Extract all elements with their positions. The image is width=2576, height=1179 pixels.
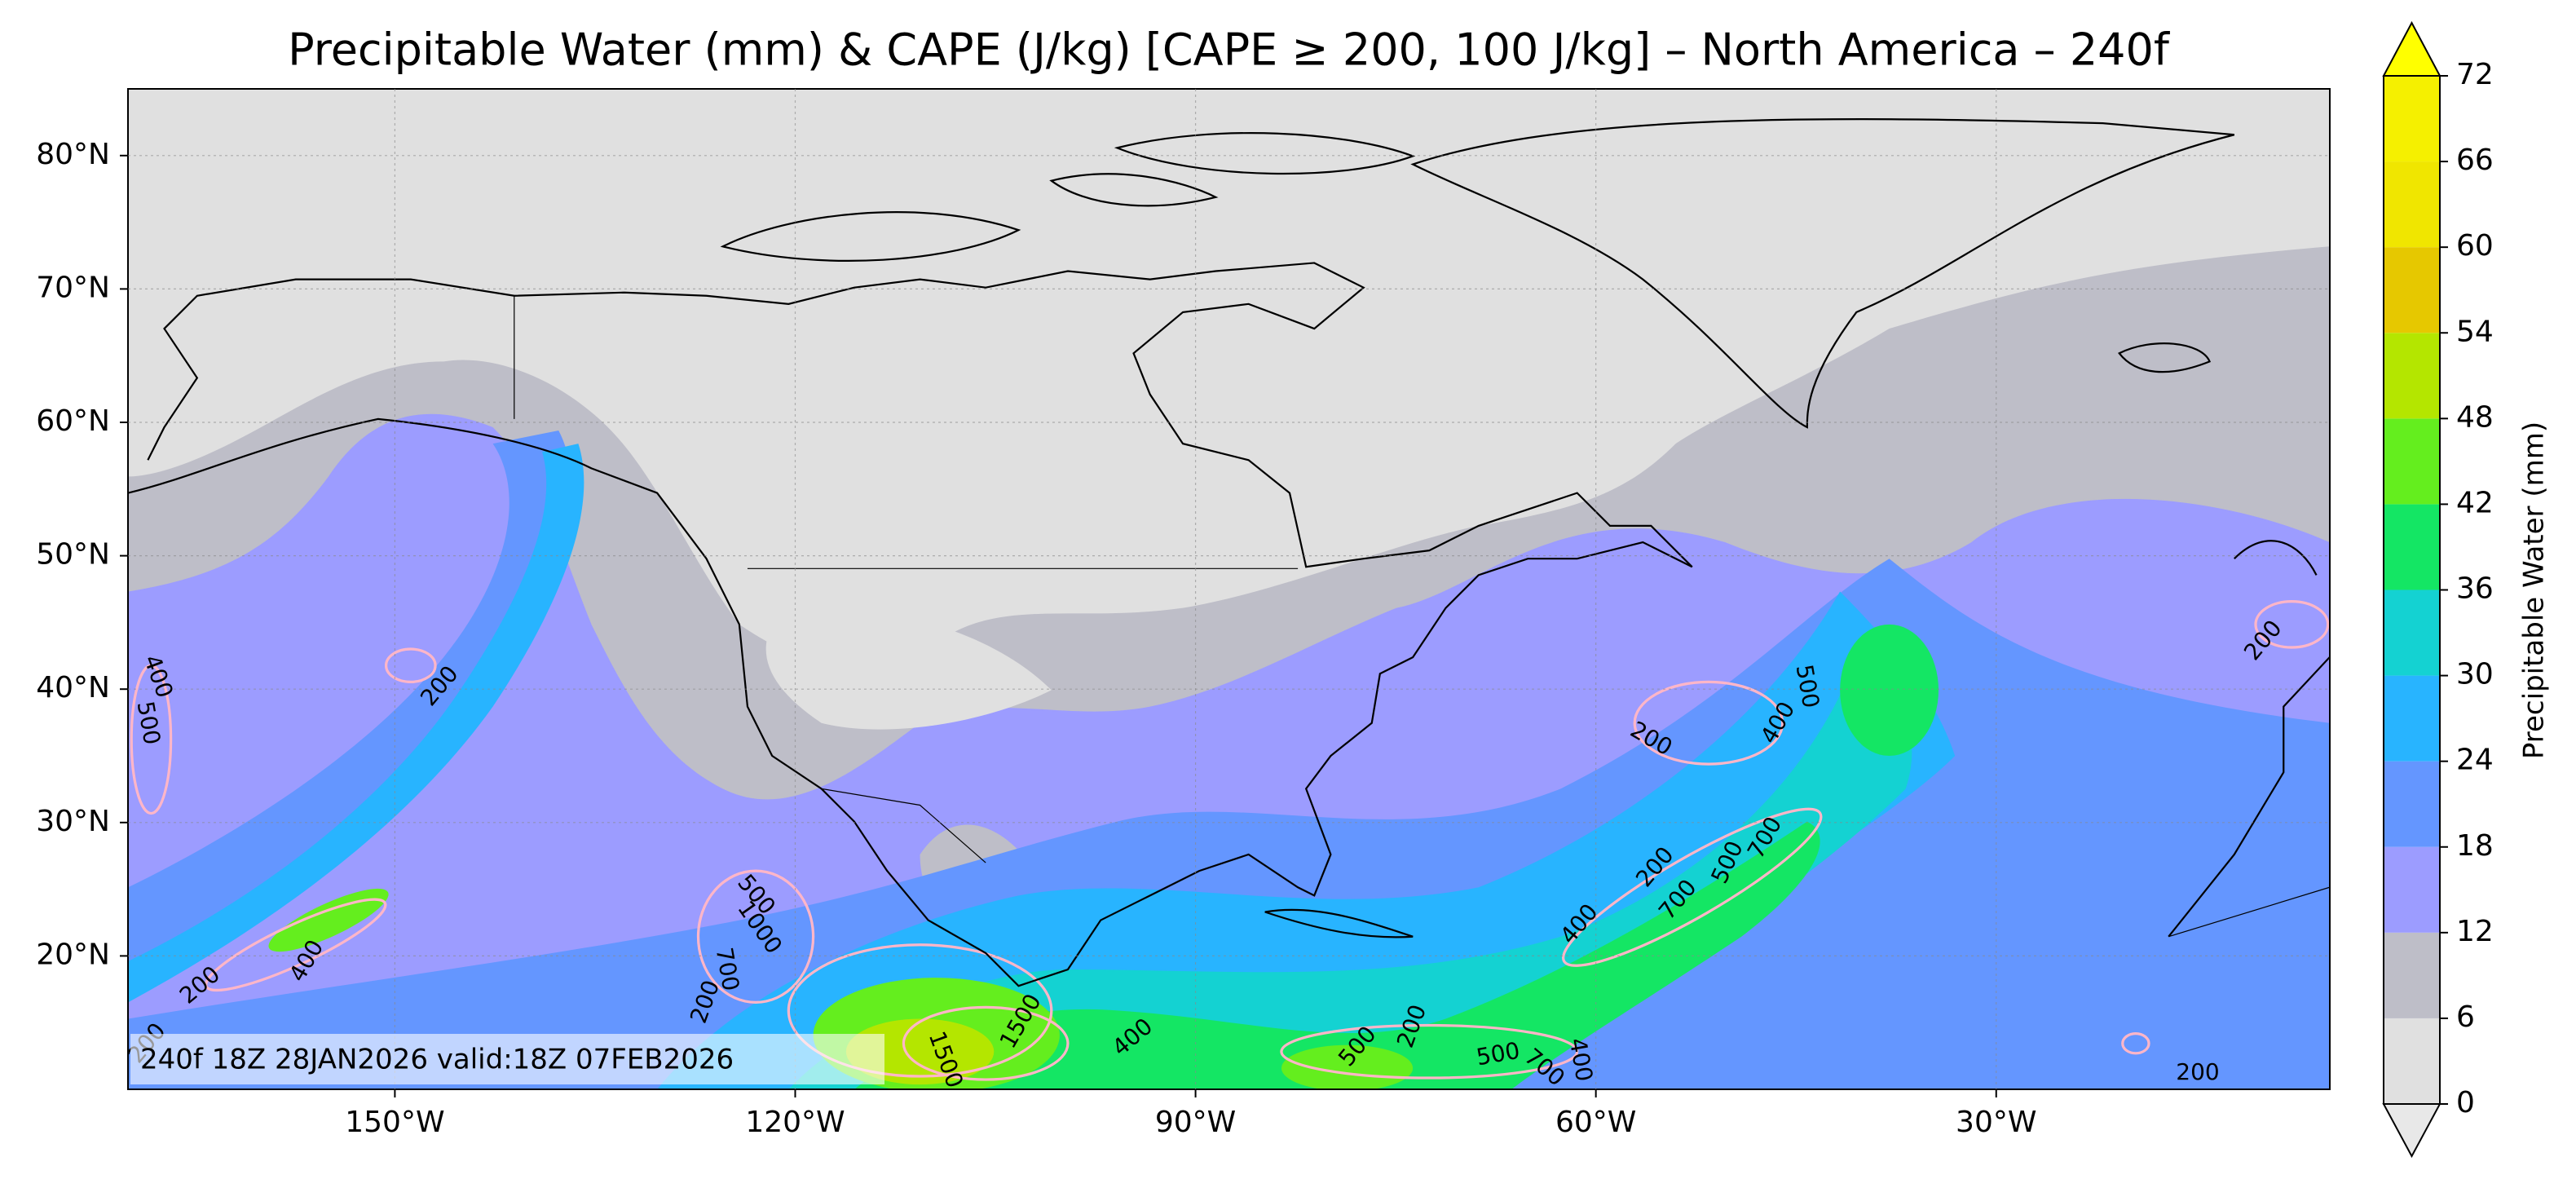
footer-text: 240f 18Z 28JAN2026 valid:18Z 07FEB2026 [140,1044,734,1076]
colorbar-tick-label: 24 [2456,744,2494,777]
lat-tick-label: 30°N [36,805,110,838]
colorbar-band [2384,1018,2440,1104]
colorbar-band [2384,590,2440,676]
colorbar-tick-label: 30 [2456,658,2494,691]
colorbar-band [2384,675,2440,762]
field-fill [1840,624,1939,757]
lat-tick-label: 80°N [36,138,110,171]
colorbar-tick-label: 72 [2456,58,2494,91]
lon-tick-label: 150°W [345,1106,444,1139]
field-fill [128,444,584,1003]
field-fill [1281,1044,1414,1090]
colorbar-band [2384,846,2440,933]
colorbar-band [2384,76,2440,162]
map-frame [127,88,2331,1090]
coastlines [128,118,2330,987]
footer-box [130,1034,884,1084]
lat-tick-label: 70°N [36,271,110,304]
colorbar-band [2384,504,2440,590]
colorbar-tick-label: 54 [2456,315,2494,348]
colorbar-tick-label: 48 [2456,400,2494,434]
lon-tick-label: 120°W [745,1106,845,1139]
lon-tick-label: 90°W [1155,1106,1236,1139]
colorbar-tick-label: 18 [2456,829,2494,863]
colorbar-tick-label: 36 [2456,572,2494,606]
colorbar-band [2384,247,2440,333]
colorbar-tick-label: 12 [2456,915,2494,948]
lat-tick-label: 20°N [36,938,110,971]
colorbar-tick-label: 66 [2456,144,2494,177]
field-fill [128,431,572,970]
colorbar-tick-label: 6 [2456,1000,2475,1034]
colorbar-under [2382,1103,2441,1159]
field-fill [765,612,1052,730]
colorbar-band [2384,761,2440,847]
colorbar-tick-label: 60 [2456,229,2494,263]
colorbar-band [2384,333,2440,419]
colorbar-tick-label: 0 [2456,1086,2475,1119]
cape-contours [130,599,2330,1081]
contour-label: 200 [2176,1058,2219,1085]
colorbar-band [2384,161,2440,248]
borders [514,295,2330,938]
colorbar-band [2384,932,2440,1018]
colorbar-over [2382,20,2441,77]
lat-tick-label: 40°N [36,671,110,704]
lon-tick-label: 60°W [1555,1106,1636,1139]
colorbar-band [2384,418,2440,505]
colorbar: 0 6 12 18 24 30 36 42 48 54 60 66 72 [2382,20,2494,1159]
map-field [128,88,2330,1090]
lat-tick-label: 60°N [36,404,110,438]
lon-tick-label: 30°W [1956,1106,2036,1139]
colorbar-label: Precipitable Water (mm) [2518,422,2551,759]
map-title: Precipitable Water (mm) & CAPE (J/kg) [C… [288,24,2171,76]
field-fill [128,88,2330,671]
field-fill [854,821,1820,1090]
graticule [120,89,2330,1097]
field-fill [268,888,389,952]
colorbar-tick-label: 42 [2456,486,2494,519]
lat-tick-label: 50°N [36,538,110,572]
